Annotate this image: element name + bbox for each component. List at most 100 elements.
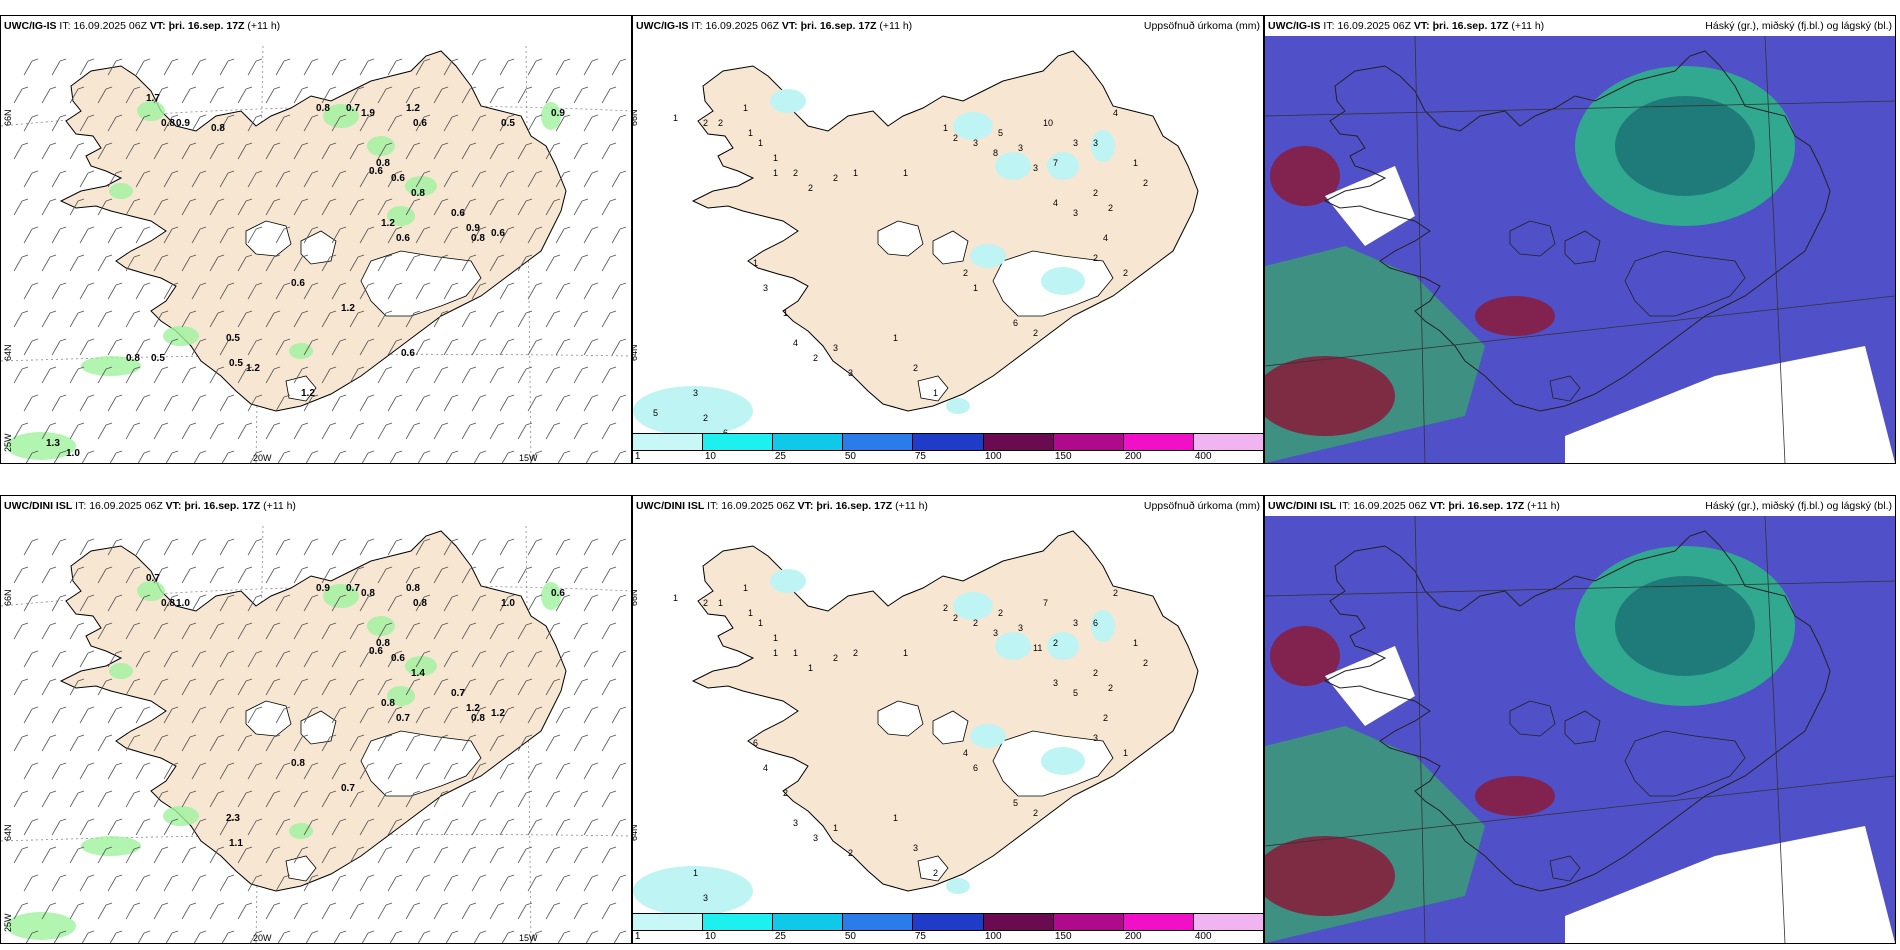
wind-barb: [321, 142, 337, 160]
wind-barb: [265, 198, 281, 216]
wind-barb: [23, 338, 39, 356]
wind-barb: [499, 706, 515, 724]
wind-barb: [275, 394, 291, 412]
wind-barb: [331, 338, 347, 356]
wind-value-label: 0.7: [346, 583, 360, 594]
wind-barb: [611, 874, 627, 892]
wind-barb: [517, 310, 533, 328]
wind-barb: [557, 450, 571, 463]
wind-barb: [545, 142, 561, 160]
precip-value-label: 2: [1093, 253, 1098, 263]
wind-barb: [573, 566, 589, 584]
wind-barb: [293, 678, 309, 696]
wind-barb: [107, 338, 123, 356]
wind-barb: [275, 818, 291, 836]
precip-area: [1091, 610, 1115, 642]
clear-sky-region: [1565, 826, 1895, 943]
wind-barb: [303, 170, 319, 188]
wind-barb: [193, 450, 207, 463]
wind-barb: [13, 734, 29, 752]
wind-barb: [527, 650, 543, 668]
wind-barb: [135, 538, 151, 556]
cloud-panel-igis: UWC/IG-IS IT: 16.09.2025 06Z VT: þri. 16…: [1264, 15, 1896, 464]
precip-value-label: 2: [1143, 658, 1148, 668]
wind-barb: [135, 818, 151, 836]
wind-barb: [79, 338, 95, 356]
wind-barb: [163, 394, 179, 412]
wind-barb: [359, 818, 375, 836]
wind-barb: [555, 594, 571, 612]
cloud-title: Háský (gr.), miðský (fj.bl.) og lágský (…: [1705, 20, 1892, 32]
wind-barb: [275, 650, 291, 668]
wind-barb: [41, 902, 57, 920]
wind-barb: [433, 366, 449, 384]
wind-barb: [583, 650, 599, 668]
wind-value-label: 0.6: [369, 166, 383, 177]
wind-barb: [209, 846, 225, 864]
wind-barb: [163, 762, 179, 780]
wind-barb: [51, 594, 67, 612]
wind-barb: [573, 902, 589, 920]
glacier: [877, 700, 924, 737]
precip-value-label: 2: [703, 118, 708, 128]
wind-barb: [265, 622, 281, 640]
wind-barb: [433, 142, 449, 160]
wind-barb: [109, 930, 123, 943]
wind-barb: [237, 254, 253, 272]
precip-value-label: 1: [743, 103, 748, 113]
wind-barb: [387, 594, 403, 612]
lat-label: 64N: [632, 824, 639, 841]
precip-value-label: 3: [1033, 163, 1038, 173]
colorbar-tick-label: 75: [914, 931, 926, 942]
low-cloud-region: [1475, 296, 1555, 336]
wind-barb: [153, 678, 169, 696]
wind-barb: [219, 818, 235, 836]
wind-barb: [489, 86, 505, 104]
wind-barb: [555, 338, 571, 356]
wind-barb: [247, 762, 263, 780]
iceland-outline: [691, 50, 1199, 412]
wind-barb: [191, 170, 207, 188]
wind-barb: [461, 86, 477, 104]
wind-barb: [181, 622, 197, 640]
wind-barb: [135, 282, 151, 300]
wind-barb: [545, 566, 561, 584]
precip-value-label: 2: [998, 608, 1003, 618]
wind-value-label: 1.0: [176, 598, 190, 609]
wind-barb: [41, 422, 57, 440]
colorbar-ticks: 1 10 25 50 75 100 150 200 400: [633, 451, 1263, 463]
wind-barb: [517, 254, 533, 272]
wind-barb: [237, 678, 253, 696]
longitude-line: [1414, 35, 1426, 463]
wind-barb: [321, 790, 337, 808]
wind-barb: [163, 650, 179, 668]
precip-blob: [541, 582, 561, 610]
lat-label: 66N: [632, 589, 639, 606]
wind-barb: [237, 734, 253, 752]
colorbar-tick-label: 25: [774, 451, 786, 462]
lat-label: 64N: [3, 824, 13, 841]
wind-barb: [555, 874, 571, 892]
precip-value-label: 2: [1033, 328, 1038, 338]
glacier: [1549, 375, 1581, 402]
wind-barb: [237, 310, 253, 328]
wind-barb: [13, 422, 29, 440]
wind-barb: [601, 902, 617, 920]
wind-barb: [499, 874, 515, 892]
wind-barb: [97, 310, 113, 328]
wind-barb: [135, 338, 151, 356]
wind-value-label: 0.9: [316, 583, 330, 594]
glacier: [932, 230, 969, 265]
wind-barb: [79, 114, 95, 132]
precip-value-label: 2: [718, 118, 723, 128]
wind-barb: [359, 650, 375, 668]
glacier: [932, 710, 969, 745]
wind-barb: [601, 86, 617, 104]
wind-barb: [23, 818, 39, 836]
precip-area: [995, 152, 1031, 180]
wind-value-label: 1.2: [341, 303, 355, 314]
wind-barb: [377, 86, 393, 104]
wind-barb: [247, 114, 263, 132]
colorbar-tick-label: 1: [634, 451, 641, 462]
wind-barb: [377, 366, 393, 384]
